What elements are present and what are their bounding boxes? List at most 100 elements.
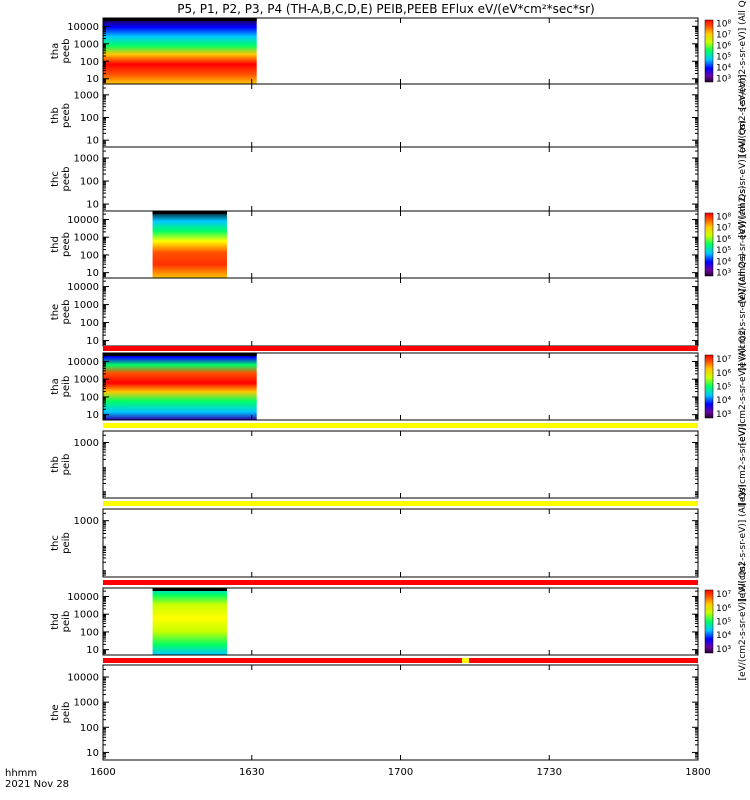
y-tick-label: 10 bbox=[86, 748, 99, 759]
y-tick-label: 10000 bbox=[67, 357, 99, 368]
y-tick-label: 10 bbox=[86, 200, 99, 211]
y-tick-label: 100 bbox=[80, 318, 99, 329]
colorbar-tick-label: 10⁶ bbox=[716, 369, 731, 379]
panel-label-4: thepeeb bbox=[50, 300, 72, 325]
separator-bar bbox=[103, 580, 698, 585]
panel-label-6: thbpeib bbox=[50, 454, 72, 476]
colorbar-label: [eV/(cm2-s-sr-eV)] bbox=[738, 74, 748, 156]
y-tick-label: 10000 bbox=[67, 215, 99, 226]
colorbar-8 bbox=[704, 589, 714, 654]
spectrogram-saturation-5 bbox=[103, 353, 257, 356]
panel-frame-1 bbox=[102, 83, 699, 148]
panel-probe-label: thb bbox=[50, 107, 61, 124]
y-tick-label: 10000 bbox=[67, 672, 99, 683]
panel-frame-7 bbox=[102, 508, 699, 578]
y-tick-label: 100 bbox=[80, 57, 99, 68]
colorbar-tick-label: 10³ bbox=[716, 645, 731, 655]
x-tick-label: 1630 bbox=[239, 767, 264, 778]
colorbar-tick-label: 10⁴ bbox=[716, 257, 731, 267]
panel-product-label: peib bbox=[61, 376, 72, 398]
panel-probe-label: the bbox=[50, 304, 61, 320]
panel-product-label: peib bbox=[61, 532, 72, 554]
y-tick-label: 10000 bbox=[67, 22, 99, 33]
panel-frame-9 bbox=[102, 664, 699, 761]
colorbar-tick-label: 10³ bbox=[716, 75, 731, 85]
spectrogram-fill-8 bbox=[152, 588, 227, 655]
colorbar-5 bbox=[704, 354, 714, 419]
colorbar-tick-label: 10⁷ bbox=[716, 30, 731, 40]
x-tick-label: 1800 bbox=[685, 767, 710, 778]
colorbar-tick-label: 10⁵ bbox=[716, 618, 731, 628]
panel-probe-label: thd bbox=[50, 613, 61, 630]
spectrogram-saturation-8 bbox=[152, 588, 227, 591]
spectrogram-fill-3 bbox=[152, 211, 227, 278]
panel-frame-6 bbox=[102, 430, 699, 499]
colorbar-tick-label: 10⁵ bbox=[716, 383, 731, 393]
y-tick-label: 10 bbox=[86, 136, 99, 147]
date-label: 2021 Nov 28 bbox=[5, 779, 69, 790]
colorbar-tick-label: 10³ bbox=[716, 269, 731, 279]
y-tick-label: 1000 bbox=[74, 516, 99, 527]
y-tick-label: 1000 bbox=[74, 610, 99, 621]
time-format-label: hhmm bbox=[5, 768, 37, 779]
panel-label-8: thdpeib bbox=[50, 611, 72, 633]
separator-bar bbox=[103, 346, 698, 351]
y-tick-label: 10 bbox=[86, 268, 99, 279]
y-tick-label: 1000 bbox=[74, 39, 99, 50]
panel-product-label: peeb bbox=[61, 39, 72, 64]
colorbar-tick-label: 10⁴ bbox=[716, 631, 731, 641]
separator-marker bbox=[461, 658, 469, 663]
colorbar-tick-label: 10⁵ bbox=[716, 246, 731, 256]
panel-label-7: thcpeib bbox=[50, 532, 72, 554]
panel-probe-label: thd bbox=[50, 236, 61, 253]
y-tick-label: 10 bbox=[86, 645, 99, 656]
y-tick-label: 1000 bbox=[74, 90, 99, 101]
panel-probe-label: thc bbox=[50, 535, 61, 551]
colorbar-label: [eV/(cm2-s-sr-eV)] (All Qs) bbox=[738, 120, 748, 238]
colorbar-tick-label: 10⁷ bbox=[716, 590, 731, 600]
y-tick-label: 1000 bbox=[74, 698, 99, 709]
y-tick-label: 100 bbox=[80, 250, 99, 261]
y-tick-label: 1000 bbox=[74, 233, 99, 244]
spectrogram-saturation-0 bbox=[103, 18, 257, 21]
panel-label-5: thapeib bbox=[50, 376, 72, 398]
spectrogram-fill-5 bbox=[103, 353, 257, 420]
panel-product-label: peeb bbox=[61, 232, 72, 257]
x-tick-label: 1600 bbox=[90, 767, 115, 778]
panel-label-3: thdpeeb bbox=[50, 232, 72, 257]
y-tick-label: 1000 bbox=[74, 375, 99, 386]
colorbar-0 bbox=[704, 19, 714, 83]
colorbar-tick-label: 10³ bbox=[716, 410, 731, 420]
colorbar-label: [eV/(cm2-s-sr-eV)] (All Qs) bbox=[738, 0, 748, 110]
panel-product-label: peeb bbox=[61, 167, 72, 192]
colorbar-tick-label: 10⁶ bbox=[716, 41, 731, 51]
y-tick-label: 100 bbox=[80, 392, 99, 403]
colorbar-label: [eV/(cm2-s-sr-eV)] (All Qs) bbox=[738, 484, 748, 602]
y-tick-label: 100 bbox=[80, 627, 99, 638]
spectrogram-saturation-3 bbox=[152, 211, 227, 214]
y-tick-label: 100 bbox=[80, 113, 99, 124]
y-tick-label: 100 bbox=[80, 723, 99, 734]
panel-label-0: thapeeb bbox=[50, 39, 72, 64]
panel-probe-label: tha bbox=[50, 378, 61, 394]
y-tick-label: 1000 bbox=[74, 438, 99, 449]
colorbar-tick-label: 10⁴ bbox=[716, 64, 731, 74]
panel-frame-2 bbox=[102, 146, 699, 212]
colorbar-3 bbox=[704, 212, 714, 277]
colorbar-label: [eV/(cm2-s-sr-eV)] (All Qs) bbox=[738, 563, 748, 681]
y-tick-label: 100 bbox=[80, 177, 99, 188]
colorbar-tick-label: 10⁸ bbox=[716, 212, 731, 222]
colorbar-label: [eV/(cm2-s-sr-eV)] bbox=[738, 423, 748, 505]
colorbar-tick-label: 10⁸ bbox=[716, 19, 731, 29]
y-tick-label: 10000 bbox=[67, 592, 99, 603]
colorbar-label: [eV/(cm2-s-sr-eV)] (All Qs) bbox=[738, 186, 748, 304]
panel-product-label: peeb bbox=[61, 103, 72, 128]
panel-product-label: peeb bbox=[61, 300, 72, 325]
colorbar-tick-label: 10⁷ bbox=[716, 355, 731, 365]
separator-bar bbox=[103, 658, 698, 663]
colorbar-label: [eV/(cm2-s-sr-eV)] (All Qs) bbox=[738, 253, 748, 371]
panel-label-2: thcpeeb bbox=[50, 167, 72, 192]
y-tick-label: 10 bbox=[86, 410, 99, 421]
panel-probe-label: thc bbox=[50, 171, 61, 187]
